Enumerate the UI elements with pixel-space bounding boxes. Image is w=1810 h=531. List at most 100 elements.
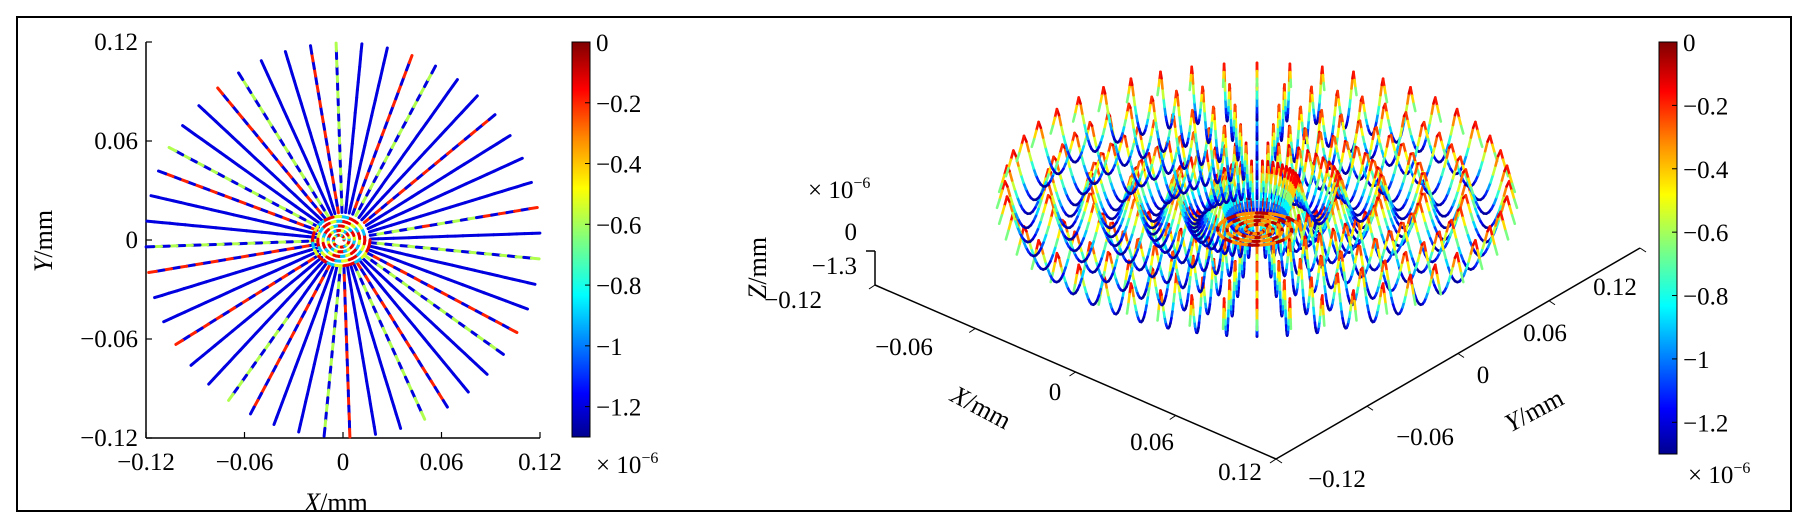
surface-line-segment	[1310, 287, 1315, 300]
radial-line	[347, 46, 389, 215]
surface-line-segment	[1360, 239, 1366, 251]
surface-line-segment	[1322, 314, 1326, 327]
surface-line-segment	[1364, 296, 1369, 307]
surface-line-segment	[1041, 136, 1047, 149]
surface-line-segment	[1084, 221, 1090, 233]
radial-line-segment	[495, 348, 505, 356]
surface-line-segment	[1431, 241, 1437, 252]
x-axis-3d-tick-marks	[868, 284, 1277, 464]
surface-line-segment	[1285, 224, 1290, 235]
surface-line-segment	[1210, 157, 1215, 168]
surface-line-segment	[1017, 164, 1023, 176]
surface-line-segment	[1464, 225, 1470, 237]
surface-line-segment	[1450, 218, 1456, 232]
surface-line-segment	[1173, 282, 1177, 296]
surface-line-segment	[1051, 116, 1057, 128]
surface-line-segment	[1159, 149, 1164, 160]
surface-line-segment	[1289, 251, 1293, 265]
surface-line-segment	[1174, 272, 1178, 286]
surface-line-segment	[1089, 161, 1096, 174]
surface-line-segment	[1207, 212, 1213, 224]
left-y-tick-label: −0.12	[80, 425, 138, 452]
surface-line-segment	[1041, 252, 1047, 263]
surface-line-segment	[1428, 211, 1434, 222]
surface-line-segment	[1006, 185, 1012, 197]
surface-line-segment	[1224, 145, 1228, 158]
surface-line-segment	[1054, 189, 1060, 200]
surface-line-segment	[1008, 169, 1014, 182]
surface-line-segment	[1125, 217, 1131, 229]
surface-line-segment	[1200, 85, 1204, 97]
surface-line-segment	[1173, 125, 1178, 138]
radial-line-segment	[487, 113, 497, 122]
radial-line	[181, 124, 322, 226]
surface-line-segment	[1041, 203, 1047, 216]
surface-line-segment	[1190, 189, 1196, 200]
surface-line-segment	[1413, 202, 1419, 215]
surface-line-segment	[1097, 294, 1102, 306]
surface-line-segment	[1277, 145, 1282, 157]
radial-line	[322, 266, 342, 438]
y-axis-3d-tick-mark	[1366, 405, 1374, 411]
radial-line	[368, 244, 537, 286]
surface-radial-line	[1030, 120, 1236, 220]
surface-line-segment	[1341, 261, 1346, 274]
surface-line-segment	[1349, 245, 1354, 257]
surface-line-segment	[1009, 149, 1015, 161]
surface-line-segment	[1058, 143, 1064, 155]
surface-line-segment	[1202, 100, 1206, 113]
surface-line-segment	[1221, 222, 1226, 235]
surface-line-segment	[1176, 173, 1182, 184]
surface-line-segment	[1423, 192, 1429, 205]
surface-line-segment	[1154, 119, 1159, 131]
surface-line-segment	[1304, 238, 1308, 252]
surface-line-segment	[1379, 269, 1384, 280]
surface-line-segment	[1332, 214, 1338, 227]
left-center-spiral	[311, 215, 372, 268]
surface-line-segment	[1357, 276, 1361, 287]
surface-line-segment	[1416, 251, 1422, 263]
surface-line-segment	[1290, 261, 1294, 274]
surface-line-segment	[1117, 142, 1123, 154]
surface-line-segment	[1047, 216, 1053, 229]
surface-line-segment	[1209, 147, 1214, 160]
radial-line	[360, 94, 479, 222]
surface-line-segment	[1140, 162, 1146, 174]
surface-line-segment	[1052, 205, 1058, 217]
surface-line-segment	[1495, 217, 1501, 228]
surface-line-segment	[1222, 125, 1226, 137]
surface-line-segment	[1049, 196, 1055, 209]
surface-line-segment	[1140, 185, 1146, 197]
surface-line-segment	[1194, 130, 1198, 143]
radial-line	[259, 59, 334, 217]
surface-line-segment	[1468, 190, 1475, 202]
surface-line-segment	[1397, 221, 1403, 233]
surface-line-segment	[1373, 206, 1379, 219]
surface-line-segment	[1161, 149, 1167, 161]
left-x-tick-label: 0.12	[518, 449, 562, 476]
surface-line-segment	[1310, 85, 1314, 97]
surface-line-segment	[1223, 201, 1229, 212]
radial-line	[174, 253, 322, 346]
surface-line-segment	[1378, 199, 1384, 212]
surface-line-segment	[1491, 224, 1497, 236]
surface-line-segment	[1319, 82, 1323, 95]
surface-line-segment	[1385, 269, 1390, 283]
radial-line-segment	[518, 304, 529, 311]
surface-line-segment	[1039, 126, 1045, 139]
surface-line-segment	[1320, 245, 1325, 259]
radial-line	[367, 248, 529, 311]
surface-line-segment	[1130, 286, 1135, 298]
surface-line-segment	[1416, 192, 1423, 204]
surface-line-segment	[1080, 269, 1085, 281]
surface-line-segment	[1442, 250, 1448, 262]
colorbar-tick-label: −1.2	[596, 395, 641, 422]
surface-line-segment	[1192, 110, 1196, 124]
colorbar-tick-label: −0.4	[596, 152, 642, 179]
surface-line-segment	[1272, 166, 1277, 178]
radial-line-segment	[396, 419, 403, 430]
surface-line-segment	[1134, 238, 1139, 252]
surface-line-segment	[1085, 192, 1091, 205]
surface-line-segment	[1004, 229, 1010, 241]
